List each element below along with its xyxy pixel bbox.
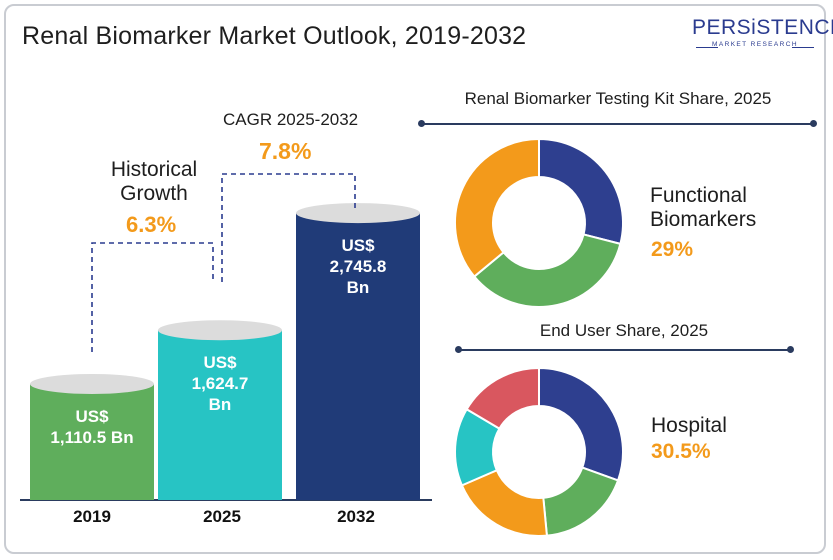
end-user-share-title: End User Share, 2025 bbox=[539, 321, 709, 340]
end-user-rule-dot-right bbox=[787, 346, 794, 353]
year-label-2025: 2025 bbox=[203, 507, 241, 526]
logo-main-text: PERSiSTENCE bbox=[692, 16, 833, 39]
historical-label-line2: Growth bbox=[120, 182, 188, 205]
end-user-donut-slice bbox=[542, 466, 620, 537]
end-user-donut-slice bbox=[538, 366, 624, 482]
year-label-2019: 2019 bbox=[73, 507, 111, 526]
cagr-label: CAGR 2025-2032 bbox=[223, 110, 359, 129]
year-label-2032: 2032 bbox=[337, 507, 375, 526]
cagr-value: 7.8% bbox=[259, 138, 312, 164]
bar-2032 bbox=[296, 213, 420, 500]
bar-value-label-2032: US$ 2,745.8 Bn bbox=[296, 235, 420, 298]
page-title: Renal Biomarker Market Outlook, 2019-203… bbox=[22, 22, 527, 50]
bar-value-line: US$ bbox=[203, 353, 237, 373]
logo-sub-text: MARKET RESEARCH bbox=[712, 41, 798, 48]
end-user-rule bbox=[458, 349, 791, 351]
testing-kit-rule-dot-right bbox=[810, 120, 817, 127]
testing-kit-share-title: Renal Biomarker Testing Kit Share, 2025 bbox=[464, 89, 772, 108]
bar-value-line: Bn bbox=[346, 278, 370, 298]
bar-value-line: 1,624.7 bbox=[191, 374, 249, 394]
testing-kit-donut-slice bbox=[454, 137, 540, 278]
bar-2025 bbox=[158, 330, 282, 500]
functional-biomarkers-label: Functional Biomarkers bbox=[650, 184, 756, 232]
hospital-value: 30.5% bbox=[651, 440, 711, 463]
persistence-logo: PERSiSTENCE MARKET RESEARCH bbox=[692, 16, 833, 62]
historical-connector bbox=[91, 242, 214, 352]
testing-kit-rule bbox=[421, 123, 813, 125]
historical-growth-label: Historical Growth bbox=[99, 158, 209, 206]
bar-top-2019 bbox=[30, 373, 154, 394]
bar-value-label-2025: US$ 1,624.7 Bn bbox=[158, 352, 282, 415]
bar-value-label-2019: US$ 1,110.5 Bn bbox=[30, 406, 154, 448]
testing-kit-donut-slice bbox=[472, 233, 622, 308]
bar-value-line: 1,110.5 Bn bbox=[50, 427, 134, 447]
bar-value-line: 2,745.8 bbox=[329, 257, 387, 277]
bar-2019 bbox=[30, 383, 154, 500]
cagr-connector bbox=[221, 173, 356, 282]
functional-biomarkers-value: 29% bbox=[651, 238, 694, 261]
logo-rule-left bbox=[696, 47, 718, 48]
end-user-donut-slice bbox=[465, 366, 540, 430]
functional-label-line2: Biomarkers bbox=[650, 208, 757, 231]
end-user-rule-dot-left bbox=[455, 346, 462, 353]
bar-top-2025 bbox=[158, 320, 282, 341]
bar-value-line: US$ bbox=[341, 236, 375, 256]
historical-label-line1: Historical bbox=[110, 158, 198, 181]
hospital-label: Hospital bbox=[651, 414, 727, 437]
testing-kit-rule-dot-left bbox=[418, 120, 425, 127]
historical-growth-value: 6.3% bbox=[126, 212, 177, 237]
bar-value-line: Bn bbox=[208, 395, 232, 415]
bar-top-2032 bbox=[296, 203, 420, 224]
bar-value-line: US$ bbox=[75, 406, 109, 426]
functional-label-line1: Functional bbox=[650, 184, 747, 207]
testing-kit-donut-slice bbox=[538, 137, 624, 246]
logo-rule-right bbox=[792, 47, 814, 48]
